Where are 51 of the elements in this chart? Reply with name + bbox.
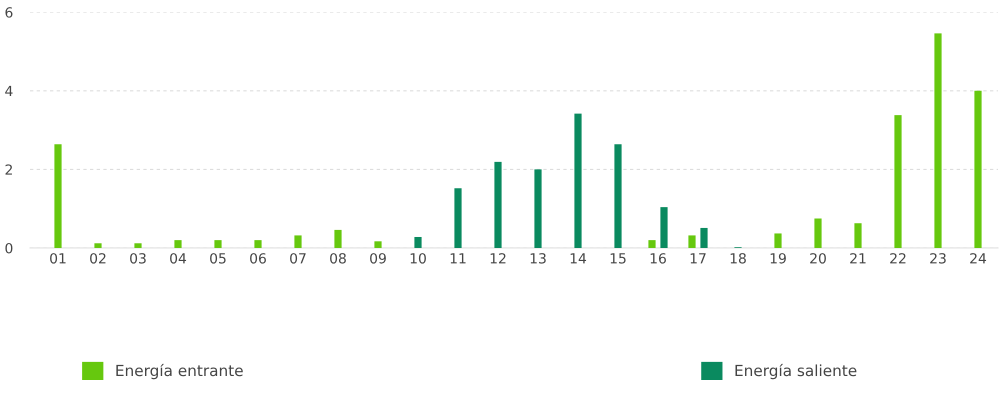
x-tick-label: 23 bbox=[930, 253, 946, 264]
x-tick-label: 17 bbox=[690, 253, 706, 264]
bar bbox=[254, 240, 262, 248]
x-tick-label: 09 bbox=[370, 253, 386, 264]
bar bbox=[894, 115, 902, 248]
bar bbox=[414, 236, 422, 248]
x-tick-label: 11 bbox=[450, 253, 466, 264]
x-tick-label: 16 bbox=[650, 253, 666, 264]
bar bbox=[374, 241, 382, 248]
y-tick-label: 2 bbox=[6, 164, 12, 175]
bar bbox=[294, 235, 302, 248]
bar bbox=[614, 144, 622, 248]
bar bbox=[174, 240, 182, 248]
x-tick-label: 08 bbox=[330, 253, 346, 264]
legend-label: Energía entrante bbox=[116, 364, 243, 380]
bar bbox=[934, 33, 942, 248]
x-tick-label: 15 bbox=[610, 253, 626, 264]
bar bbox=[814, 218, 822, 248]
x-tick-label: 13 bbox=[530, 253, 546, 264]
bar bbox=[494, 162, 502, 248]
x-tick-label: 05 bbox=[210, 253, 226, 264]
x-tick-label: 04 bbox=[170, 253, 186, 264]
x-tick-label: 21 bbox=[850, 253, 866, 264]
x-tick-label: 10 bbox=[410, 253, 426, 264]
x-tick-label: 03 bbox=[130, 253, 146, 264]
x-tick-label: 22 bbox=[890, 253, 906, 264]
x-tick-label: 01 bbox=[50, 253, 66, 264]
legend-label: Energía saliente bbox=[736, 364, 856, 380]
x-tick-label: 20 bbox=[810, 253, 826, 264]
x-tick-label: 07 bbox=[290, 253, 306, 264]
x-tick-label: 12 bbox=[490, 253, 506, 264]
y-tick-label: 4 bbox=[5, 86, 13, 96]
x-tick-label: 18 bbox=[730, 253, 746, 264]
bar bbox=[134, 243, 142, 248]
bar bbox=[974, 90, 982, 248]
bar bbox=[854, 223, 862, 248]
y-tick-label: 0 bbox=[5, 242, 12, 254]
x-tick-label: 19 bbox=[770, 253, 786, 264]
y-tick-label: 6 bbox=[5, 7, 12, 18]
bar bbox=[94, 243, 102, 248]
bar bbox=[454, 188, 462, 248]
bar bbox=[574, 114, 582, 248]
x-tick-label: 06 bbox=[250, 253, 266, 264]
bar bbox=[774, 233, 782, 248]
bar bbox=[214, 240, 222, 248]
bar bbox=[334, 230, 342, 248]
x-tick-label: 14 bbox=[570, 253, 586, 264]
bar bbox=[54, 144, 62, 248]
bar bbox=[534, 169, 542, 248]
x-tick-label: 24 bbox=[970, 253, 986, 264]
x-tick-label: 02 bbox=[90, 253, 106, 264]
